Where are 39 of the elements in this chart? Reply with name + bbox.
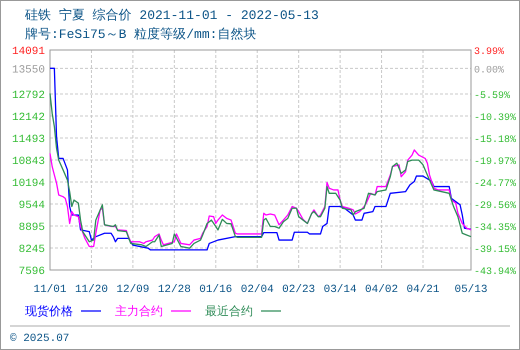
x-tick-label: 11/01 [33,284,67,296]
y2-tick-label: -39.15% [474,245,516,256]
y2-tick-label: -19.97% [474,156,516,168]
y2-tick-label: 0.00% [474,65,504,76]
x-tick-label: 04/02 [365,284,398,296]
y2-tick-label: 3.99% [474,47,504,58]
x-tick-label: 02/04 [240,284,274,296]
y2-tick-label: -24.77% [474,179,516,190]
y-tick-label: 8895 [18,222,45,234]
legend-label: 主力合约 [115,304,163,318]
legend-label: 现货价格 [25,304,73,318]
text: © 2025.07 [10,333,70,345]
y-tick-label: 10194 [12,178,46,190]
y2-tick-label: -5.59% [474,90,510,102]
y2-tick-label: -10.39% [474,113,516,124]
x-tick-label: 02/23 [282,284,316,296]
y-tick-label: 9544 [18,200,46,212]
chart-subtitle: 牌号:FeSi75～B 粒度等级/mm:自然块 [25,26,256,42]
y2-tick-label: -29.56% [474,200,516,212]
y-tick-label: 13550 [12,64,45,76]
chart-title: 硅铁 宁夏 综合价 2021-11-01 - 2022-05-13 [24,7,319,23]
x-tick-label: 12/09 [116,284,150,296]
x-tick-label: 12/28 [158,284,191,296]
x-tick-label: 04/21 [406,284,440,296]
y-tick-label: 12142 [12,112,45,124]
y-tick-label: 12792 [12,90,45,102]
x-tick-label: 11/20 [74,284,108,296]
y-tick-label: 8245 [18,244,45,256]
y2-tick-label: -34.35% [474,222,516,234]
y-tick-label: 7596 [18,266,45,278]
x-tick-label: 05/13 [454,284,488,296]
y-tick-label: 14091 [12,46,46,58]
legend-label: 最近合约 [205,304,253,318]
y-tick-label: 10843 [12,156,45,168]
y2-tick-label: -15.18% [474,134,516,146]
y-tick-label: 11493 [12,134,45,146]
y2-tick-label: -43.94% [474,267,516,278]
x-tick-label: 03/14 [324,284,358,296]
x-tick-label: 01/16 [199,284,232,296]
